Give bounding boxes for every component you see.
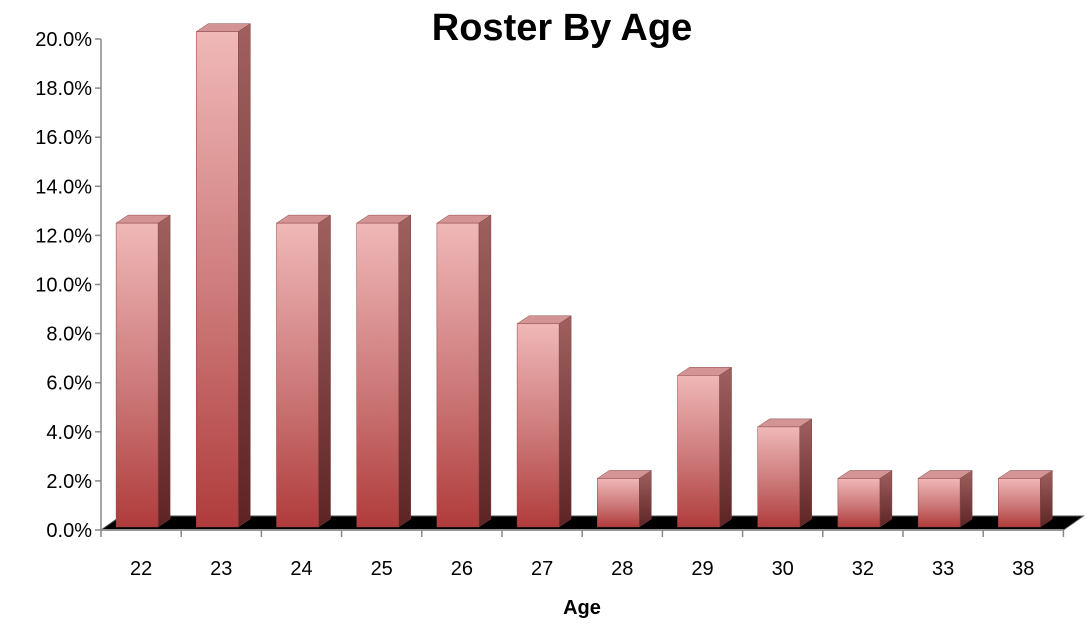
bar-side (719, 366, 732, 528)
x-tick-label: 38 (1012, 558, 1034, 580)
bar-front (757, 426, 800, 528)
y-tick-label: 6.0% (46, 373, 92, 395)
bar-front (276, 222, 319, 528)
bar-side (1040, 469, 1053, 528)
bar-front (196, 31, 239, 528)
bar (596, 469, 653, 528)
x-tick-label: 33 (932, 558, 954, 580)
bar (756, 418, 813, 528)
bar-front (677, 375, 720, 528)
y-tick-label: 8.0% (46, 324, 92, 346)
bar-front (356, 222, 399, 528)
bar-front (837, 478, 881, 528)
bar-side (157, 214, 171, 528)
bar-side (398, 214, 411, 528)
y-tick-label: 18.0% (35, 78, 92, 100)
x-tick-label: 32 (852, 558, 874, 580)
bar-side (318, 214, 331, 528)
x-tick-label: 22 (130, 558, 152, 580)
x-tick-label: 29 (691, 558, 713, 580)
bar-front (115, 222, 159, 528)
x-tick-label: 24 (290, 558, 312, 580)
bar-side (639, 469, 652, 528)
bar-side (238, 23, 251, 528)
bar-side (558, 315, 572, 528)
y-tick-label: 10.0% (35, 275, 92, 297)
x-tick-label: 26 (451, 558, 473, 580)
bar-front (597, 478, 640, 528)
tick-labels: 0.0% 2.0% 4.0% 6.0% 8.0% 10.0% 12.0% 14.0% 16.0%… (35, 29, 1034, 580)
bar (355, 214, 412, 528)
bar-front (998, 478, 1041, 528)
bars (115, 23, 1054, 528)
y-tick-label: 20.0% (35, 29, 92, 51)
y-tick-label: 2.0% (46, 471, 92, 493)
x-tick-label: 25 (371, 558, 393, 580)
bar (676, 366, 733, 528)
bar-side (959, 469, 973, 528)
y-tick-label: 4.0% (46, 422, 92, 444)
bar-side (799, 418, 812, 528)
chart-title: Roster By Age (432, 7, 692, 49)
bar-front (917, 478, 961, 528)
y-tick-label: 12.0% (35, 225, 92, 247)
axes (95, 38, 1065, 537)
bar (195, 23, 252, 528)
bar (275, 214, 332, 528)
bar (837, 469, 893, 528)
bar (436, 214, 492, 528)
y-tick-label: 14.0% (35, 176, 92, 198)
y-tick-label: 16.0% (35, 127, 92, 149)
bar-front (516, 323, 560, 528)
bar-front (436, 222, 480, 528)
bar-side (478, 214, 492, 528)
bar-side (879, 469, 893, 528)
x-tick-label: 28 (611, 558, 633, 580)
x-tick-label: 23 (210, 558, 232, 580)
y-tick-label: 0.0% (46, 520, 92, 542)
bar (115, 214, 171, 528)
bar (917, 469, 973, 528)
bar (516, 315, 572, 528)
x-axis-title: Age (563, 597, 601, 619)
x-tick-label: 30 (772, 558, 794, 580)
bar (997, 469, 1054, 528)
x-tick-label: 27 (531, 558, 553, 580)
